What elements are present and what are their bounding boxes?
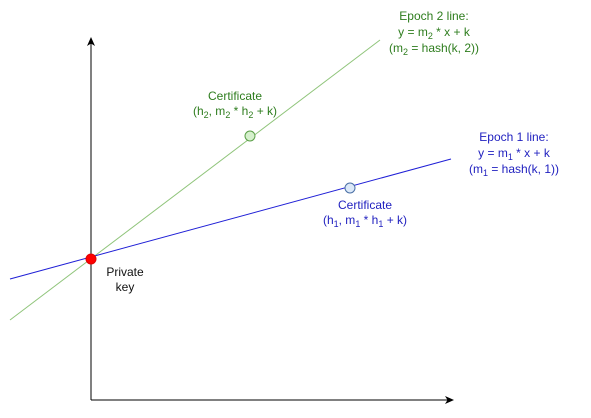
epoch1-hash: (m1 = hash(k, 1)) xyxy=(469,162,559,178)
epoch1-title: Epoch 1 line: xyxy=(479,130,548,144)
cert2-coord: (h2, m2 * h2 + k) xyxy=(193,104,277,120)
epoch2-label: Epoch 2 line: y = m2 * x + k (m2 = hash(… xyxy=(389,9,479,57)
private-key-line2: key xyxy=(116,280,135,294)
private-key-point xyxy=(85,253,97,265)
cert1-title: Certificate xyxy=(338,198,392,212)
cert1-label: Certificate (h1, m1 * h1 + k) xyxy=(323,198,407,229)
epoch2-equation: y = m2 * x + k xyxy=(398,25,471,41)
epoch1-label: Epoch 1 line: y = m1 * x + k (m1 = hash(… xyxy=(469,130,559,178)
private-key-line1: Private xyxy=(106,265,144,279)
cert2-label: Certificate (h2, m2 * h2 + k) xyxy=(193,89,277,120)
private-key-label: Private key xyxy=(106,265,144,294)
cert1-coord: (h1, m1 * h1 + k) xyxy=(323,213,407,229)
epoch2-title: Epoch 2 line: xyxy=(399,9,468,23)
epoch1-equation: y = m1 * x + k xyxy=(478,146,551,162)
cert1-point xyxy=(344,182,356,194)
epoch2-hash: (m2 = hash(k, 2)) xyxy=(389,41,479,57)
epoch2-line xyxy=(9,39,381,321)
epoch1-line xyxy=(9,158,452,280)
cert2-point xyxy=(244,130,256,142)
cert2-title: Certificate xyxy=(208,89,262,103)
